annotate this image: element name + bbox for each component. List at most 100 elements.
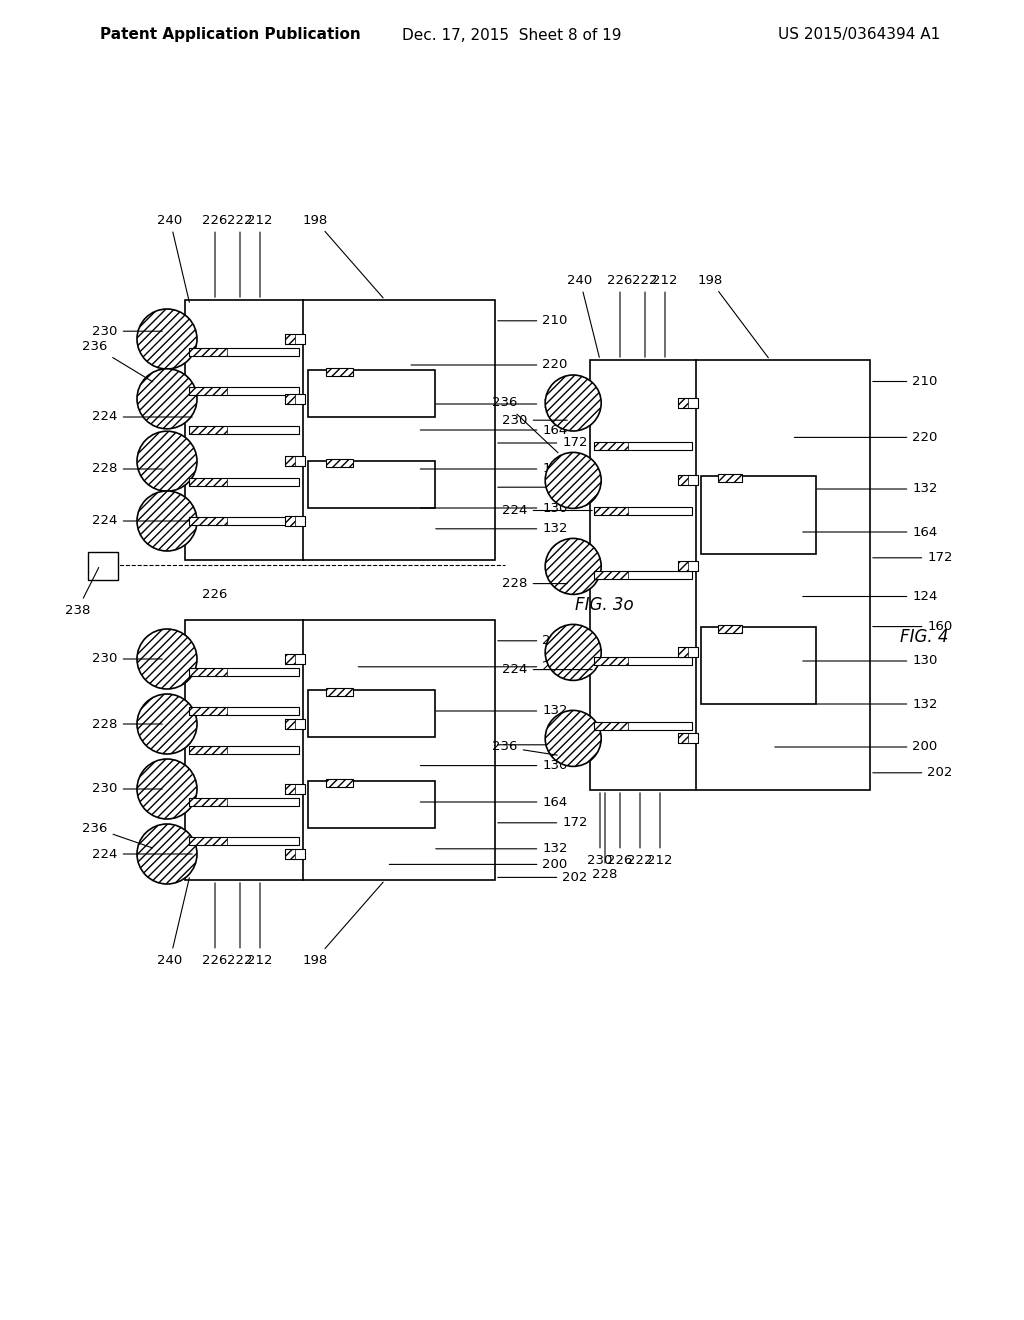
Text: 220: 220 (795, 430, 938, 444)
Circle shape (545, 710, 601, 767)
Bar (308, 461, 435, 508)
Bar (285, 653, 305, 664)
Bar (189, 746, 299, 754)
Bar (678, 561, 688, 572)
Bar (285, 784, 305, 795)
Text: 224: 224 (92, 515, 193, 528)
Circle shape (545, 539, 601, 594)
Text: 222: 222 (632, 273, 657, 358)
Text: 230: 230 (503, 413, 567, 426)
Text: 124: 124 (803, 590, 938, 603)
Text: 200: 200 (775, 741, 938, 754)
Circle shape (137, 309, 197, 370)
Text: 130: 130 (803, 655, 938, 668)
Bar (189, 799, 227, 807)
Text: 240: 240 (567, 273, 599, 358)
Text: 164: 164 (420, 424, 567, 437)
Text: 228: 228 (592, 793, 617, 882)
Bar (678, 734, 688, 743)
Text: 172: 172 (872, 552, 952, 565)
Text: 226: 226 (607, 273, 633, 358)
Bar (189, 668, 299, 676)
Text: 130: 130 (420, 502, 567, 515)
Bar (185, 620, 495, 880)
Text: 212: 212 (652, 273, 678, 358)
Text: FIG. 4: FIG. 4 (900, 627, 948, 645)
Bar (88, 552, 118, 579)
Bar (285, 334, 305, 345)
Circle shape (137, 759, 197, 818)
Bar (326, 459, 353, 467)
Bar (285, 784, 295, 795)
Text: 130: 130 (420, 759, 567, 772)
Text: FIG. 3o: FIG. 3o (575, 597, 634, 614)
Circle shape (545, 453, 601, 508)
Bar (189, 348, 299, 356)
Text: 236: 236 (493, 741, 557, 755)
Bar (594, 442, 692, 450)
Text: 210: 210 (498, 635, 567, 647)
Bar (285, 516, 295, 525)
Bar (678, 475, 688, 486)
Bar (678, 647, 698, 657)
Text: 226: 226 (203, 883, 227, 966)
Text: 210: 210 (498, 314, 567, 327)
Bar (678, 475, 698, 486)
Bar (326, 688, 353, 696)
Text: 230: 230 (92, 652, 162, 665)
Text: 230: 230 (588, 793, 612, 866)
Text: 236: 236 (82, 821, 153, 847)
Text: 132: 132 (436, 523, 567, 536)
Text: 202: 202 (872, 767, 952, 779)
Text: US 2015/0364394 A1: US 2015/0364394 A1 (778, 28, 940, 42)
Bar (189, 708, 227, 715)
Text: 224: 224 (92, 847, 193, 861)
Text: 228: 228 (92, 718, 162, 730)
Bar (189, 517, 299, 525)
Bar (189, 426, 227, 434)
Text: 222: 222 (358, 660, 567, 673)
Circle shape (137, 368, 197, 429)
Bar (594, 507, 692, 515)
Bar (308, 370, 435, 417)
Bar (285, 457, 295, 466)
Text: 220: 220 (411, 359, 567, 371)
Text: 240: 240 (158, 214, 189, 302)
Bar (189, 426, 299, 434)
Bar (594, 722, 692, 730)
Bar (594, 657, 692, 665)
Text: 222: 222 (628, 793, 652, 866)
Circle shape (137, 432, 197, 491)
Bar (718, 474, 742, 482)
Bar (189, 837, 227, 845)
Text: 230: 230 (92, 783, 162, 796)
Bar (718, 624, 742, 632)
Bar (285, 334, 295, 345)
Text: 164: 164 (803, 525, 938, 539)
Text: 240: 240 (158, 878, 189, 966)
Bar (308, 781, 435, 828)
Bar (590, 360, 870, 789)
Bar (594, 507, 629, 515)
Text: 200: 200 (389, 858, 567, 871)
Bar (678, 647, 688, 657)
Bar (285, 719, 295, 729)
Text: 198: 198 (302, 882, 383, 966)
Bar (285, 653, 295, 664)
Text: 172: 172 (498, 437, 588, 450)
Text: 222: 222 (227, 883, 253, 966)
Text: 198: 198 (697, 273, 768, 358)
Circle shape (137, 824, 197, 884)
Bar (189, 517, 227, 525)
Text: 160: 160 (872, 620, 952, 634)
Bar (189, 387, 299, 395)
Text: Dec. 17, 2015  Sheet 8 of 19: Dec. 17, 2015 Sheet 8 of 19 (402, 28, 622, 42)
Bar (189, 837, 299, 845)
Bar (189, 746, 227, 754)
Bar (308, 690, 435, 737)
Text: 236: 236 (493, 396, 558, 453)
Text: 164: 164 (420, 796, 567, 808)
Circle shape (545, 624, 601, 680)
Text: 236: 236 (82, 341, 153, 381)
Text: 202: 202 (498, 871, 588, 884)
